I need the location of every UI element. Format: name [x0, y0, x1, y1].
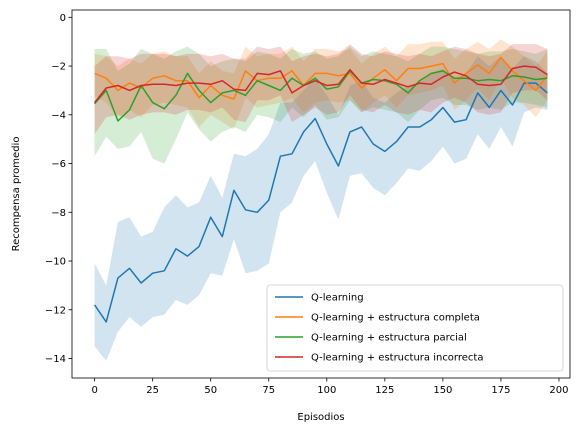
y-tick-label: −14: [45, 354, 66, 365]
y-tick-label: −10: [45, 257, 66, 268]
y-tick-label: −4: [51, 110, 66, 121]
legend-label-q-learning-estructura-parcial: Q-learning + estructura parcial: [311, 333, 467, 344]
band-q-learning: [94, 56, 548, 361]
y-tick-label: −2: [51, 62, 66, 73]
x-axis-ticks: 0 25 50 75 100 125 150 175 200: [91, 378, 569, 396]
x-tick-label: 75: [262, 385, 275, 396]
legend-label-q-learning: Q-learning: [311, 293, 364, 304]
x-tick-label: 100: [317, 385, 336, 396]
x-tick-label: 0: [91, 385, 97, 396]
series-lines: [93, 56, 548, 323]
y-tick-label: −12: [45, 305, 66, 316]
confidence-bands: [94, 39, 548, 361]
legend-label-q-learning-estructura-incorrecta: Q-learning + estructura incorrecta: [311, 353, 483, 364]
x-tick-label: 125: [375, 385, 394, 396]
x-tick-label: 200: [549, 385, 568, 396]
y-tick-label: 0: [60, 13, 66, 24]
line-q-learning: [93, 82, 548, 323]
band-q-learning-estructura-incorrecta: [94, 44, 548, 135]
y-axis-label: Recompensa promedio: [11, 137, 22, 252]
band-q-learning-estructura-parcial: [94, 46, 548, 164]
y-tick-label: −8: [51, 208, 66, 219]
line-q-learning-estructura-incorrecta: [94, 65, 548, 104]
legend: Q-learning Q-learning + estructura comple…: [266, 284, 564, 372]
y-axis-ticks: 0 −2 −4 −6 −8 −10 −12 −14: [45, 13, 72, 365]
x-axis-label: Episodios: [297, 412, 344, 423]
plot-frame: [71, 9, 571, 379]
x-tick-label: 175: [491, 385, 510, 396]
y-tick-label: −6: [51, 159, 66, 170]
legend-box: [266, 284, 564, 372]
legend-label-q-learning-estructura-completa: Q-learning + estructura completa: [311, 313, 480, 324]
x-tick-label: 50: [204, 385, 217, 396]
x-tick-label: 25: [146, 385, 159, 396]
line-q-learning-estructura-completa: [94, 56, 548, 100]
x-tick-label: 150: [433, 385, 452, 396]
